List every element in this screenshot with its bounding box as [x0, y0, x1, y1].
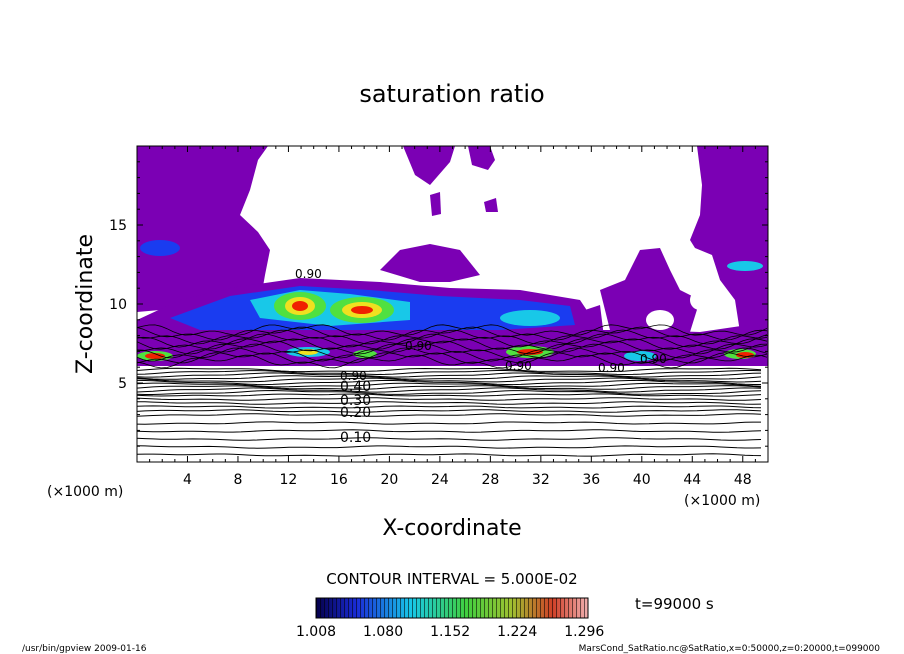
contour-label-group: 0.10 0.20 0.30 0.40 0.90 0.90 0.90 0.90 …	[295, 267, 667, 446]
x-tick-label-8: 8	[233, 472, 242, 488]
footer-right: MarsCond_SatRatio.nc@SatRatio,x=0:50000,…	[579, 644, 881, 654]
colorbar-tick-label-2: 1.152	[430, 624, 470, 640]
colorbar-tick-label-4: 1.296	[564, 624, 604, 640]
region-purple-topmid	[468, 146, 495, 170]
region-purple-hump	[380, 244, 480, 282]
y-tick-label-5: 5	[118, 376, 127, 392]
contour-line	[137, 387, 762, 393]
colorbar-tick-label-3: 1.224	[497, 624, 537, 640]
region-purple-top2	[403, 146, 455, 185]
x-axis: 4 8 12 16 20 24 28 32 36 40 44 48	[149, 146, 756, 488]
contour-label-090-e: 0.90	[405, 339, 432, 353]
x-tick-label-28: 28	[481, 472, 499, 488]
contour-line	[137, 401, 762, 405]
x-tick-label-48: 48	[734, 472, 752, 488]
x-tick-label-32: 32	[532, 472, 550, 488]
contour-line	[137, 372, 762, 378]
colorbar-frame	[315, 597, 589, 619]
contour-label-030: 0.30	[340, 393, 371, 409]
contour-line-wavy	[137, 329, 768, 345]
contour-line-wavy	[137, 333, 768, 348]
region-purple-small2	[484, 198, 498, 212]
lower-blob-5	[624, 351, 656, 361]
contour-interval-text: CONTOUR INTERVAL = 5.000E-02	[326, 570, 577, 588]
y-axis-title: Z-coordinate	[73, 234, 98, 374]
contour-line-wavy	[137, 352, 768, 364]
region-purple-small1	[430, 192, 441, 216]
hole-white-2	[690, 290, 710, 310]
x-axis-title: X-coordinate	[382, 516, 521, 541]
region-purple-left	[137, 146, 270, 312]
contour-line-wavy	[137, 338, 768, 350]
lower-blob-1r	[145, 353, 165, 359]
contour-label-090-f: 0.90	[295, 267, 322, 281]
chart-title: saturation ratio	[359, 80, 544, 108]
colorbar	[315, 597, 589, 619]
contour-line	[137, 393, 762, 397]
colorbar-ticks: 1.008 1.080 1.152 1.224 1.296	[296, 624, 604, 640]
x-tick-label-44: 44	[683, 472, 701, 488]
x-tick-label-36: 36	[582, 472, 600, 488]
contour-line	[137, 377, 762, 383]
colorbar-tick-label-0: 1.008	[296, 624, 336, 640]
contour-label-090-a: 0.90	[340, 369, 367, 383]
cloud-core-red-2	[351, 306, 373, 314]
cloud-cyan-3	[500, 310, 560, 326]
contour-label-090-b: 0.90	[505, 359, 532, 373]
x-tick-label-12: 12	[280, 472, 298, 488]
footer-left: /usr/bin/gpview 2009-01-16	[22, 644, 147, 654]
contour-label-010: 0.10	[340, 430, 371, 446]
contour-line	[137, 385, 762, 390]
contour-line	[137, 375, 762, 380]
colorbar-tick-label-1: 1.080	[363, 624, 403, 640]
y-axis: 5 10 15	[109, 161, 768, 447]
contour-label-040: 0.40	[340, 379, 371, 395]
x-unit-left: (×1000 m)	[47, 484, 123, 500]
contour-line	[137, 370, 762, 376]
hole-white-1	[646, 310, 674, 330]
x-unit-right: (×1000 m)	[684, 493, 760, 509]
contour-line-wavy	[137, 347, 768, 362]
contour-line	[137, 379, 761, 386]
cloud-cyan-left	[140, 240, 180, 256]
contour-line	[137, 409, 762, 413]
contour-line	[137, 437, 762, 441]
cloud-cyan-right	[727, 261, 763, 271]
x-tick-label-4: 4	[183, 472, 192, 488]
time-label: t=99000 s	[635, 595, 714, 613]
contour-line	[137, 389, 762, 395]
contour-label-090-c: 0.90	[598, 361, 625, 375]
contour-line-wavy	[137, 324, 768, 336]
y-tick-label-15: 15	[109, 218, 127, 234]
x-tick-label-20: 20	[380, 472, 398, 488]
contour-line	[137, 397, 762, 401]
contour-line	[137, 382, 762, 388]
plot-field	[137, 146, 768, 462]
y-tick-label-10: 10	[109, 297, 127, 313]
contour-lines	[137, 324, 768, 457]
contour-line	[137, 429, 762, 433]
contour-line	[137, 367, 762, 373]
x-tick-label-40: 40	[633, 472, 651, 488]
contour-label-020: 0.20	[340, 405, 371, 421]
region-purple-right	[690, 146, 768, 332]
contour-line	[137, 405, 762, 409]
contour-line-wavy	[137, 354, 768, 369]
contour-label-090-d: 0.90	[640, 352, 667, 366]
contour-line	[137, 445, 762, 449]
contour-line-wavy	[137, 326, 768, 341]
lower-layer-purple	[137, 342, 768, 366]
contour-line	[137, 453, 762, 457]
x-tick-label-24: 24	[431, 472, 449, 488]
region-purple-rightmid	[600, 248, 700, 340]
colorbar-stripes	[316, 598, 588, 618]
cloud-core-red-1	[292, 301, 308, 311]
contour-line-wavy	[137, 340, 768, 355]
contour-line	[137, 413, 762, 417]
x-tick-label-16: 16	[330, 472, 348, 488]
contour-line	[137, 421, 761, 425]
